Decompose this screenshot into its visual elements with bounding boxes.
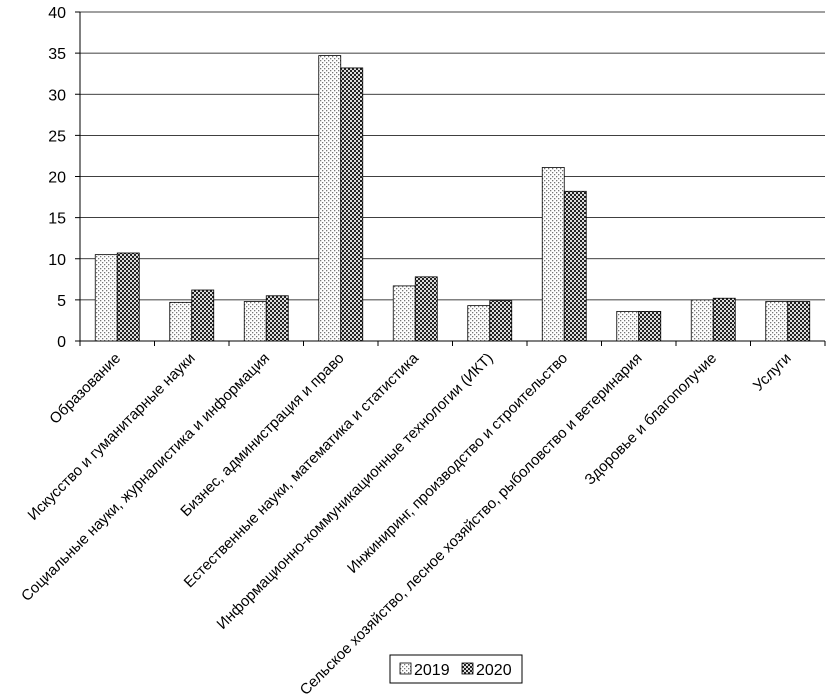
legend-swatch bbox=[461, 662, 474, 675]
x-tick-label: Социальные науки, журналистика и информа… bbox=[18, 350, 273, 605]
bar bbox=[467, 305, 491, 342]
x-tick-label: Услуги bbox=[750, 350, 795, 395]
x-tick-label: Бизнес, администрация и право bbox=[177, 350, 347, 520]
bar bbox=[318, 55, 342, 342]
bar bbox=[116, 252, 140, 342]
y-tick-label: 30 bbox=[48, 87, 66, 104]
y-tick-label: 20 bbox=[48, 170, 66, 187]
x-tick-label: Сельское хозяйство, лесное хозяйство, ры… bbox=[297, 350, 646, 694]
y-tick-label: 40 bbox=[48, 5, 66, 22]
bar bbox=[340, 67, 364, 342]
bar bbox=[638, 310, 662, 342]
bar bbox=[191, 289, 215, 342]
bar bbox=[489, 300, 513, 342]
legend-label: 2020 bbox=[476, 662, 512, 679]
legend-label: 2019 bbox=[414, 662, 450, 679]
bar bbox=[690, 299, 714, 342]
bar bbox=[169, 301, 193, 342]
x-tick-label: Образование bbox=[46, 350, 124, 428]
legend-box bbox=[389, 654, 523, 684]
x-tick-label: Здоровье и благополучие bbox=[581, 350, 720, 489]
bar bbox=[94, 254, 118, 342]
legend-swatch bbox=[399, 662, 412, 675]
bar bbox=[541, 167, 565, 342]
bar bbox=[712, 297, 736, 342]
y-tick-label: 15 bbox=[48, 211, 66, 228]
bar bbox=[765, 301, 789, 342]
y-tick-label: 0 bbox=[57, 334, 66, 351]
bar bbox=[265, 295, 289, 342]
bar bbox=[243, 301, 267, 342]
y-tick-label: 35 bbox=[48, 46, 66, 63]
y-tick-label: 25 bbox=[48, 128, 66, 145]
bar bbox=[563, 190, 587, 342]
y-tick-label: 10 bbox=[48, 252, 66, 269]
bar bbox=[392, 285, 416, 342]
y-tick-label: 5 bbox=[57, 293, 66, 310]
bar bbox=[787, 301, 811, 342]
bar bbox=[616, 310, 640, 342]
bar bbox=[414, 276, 438, 342]
x-tick-label: Информационно-коммуникационные технологи… bbox=[214, 350, 497, 633]
x-tick-label: Искусство и гуманитарные науки bbox=[25, 350, 199, 524]
